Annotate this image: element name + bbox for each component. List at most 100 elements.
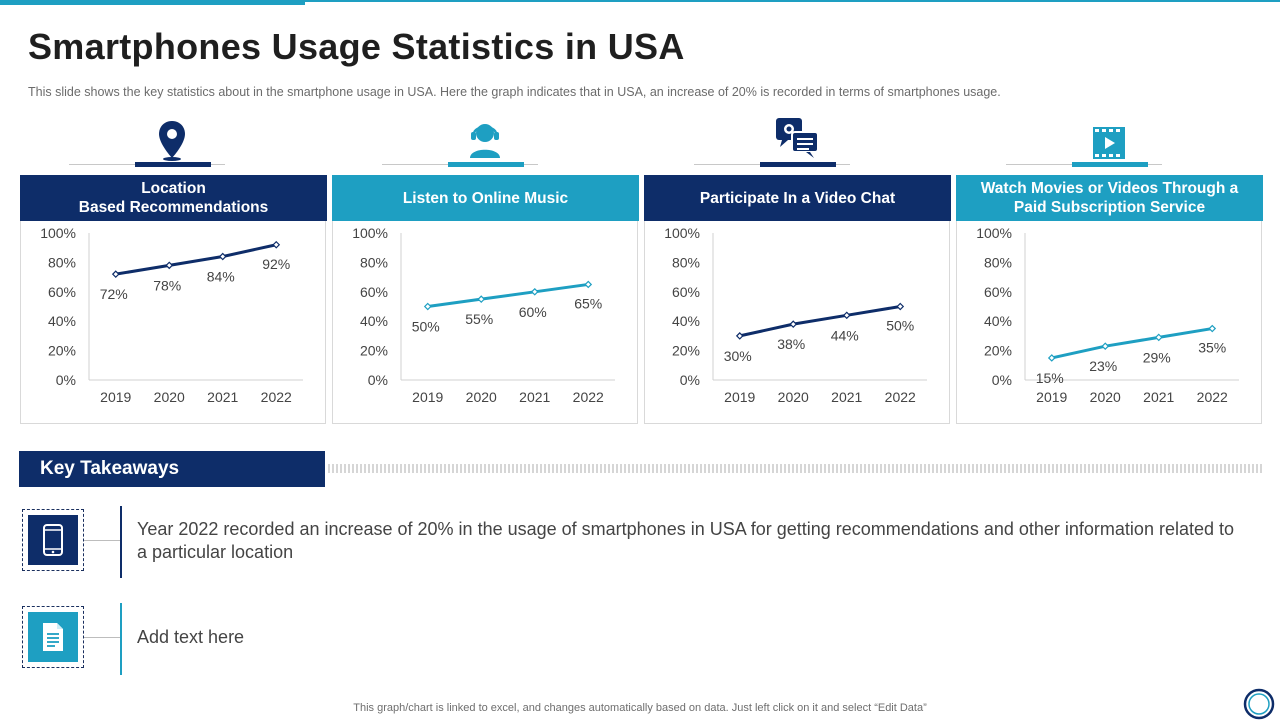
data-point bbox=[1154, 333, 1163, 342]
data-point bbox=[584, 280, 593, 289]
data-label: 15% bbox=[1036, 370, 1064, 386]
y-tick-label: 100% bbox=[664, 225, 700, 241]
y-tick-label: 60% bbox=[672, 284, 700, 300]
data-point bbox=[896, 302, 905, 311]
x-tick-label: 2019 bbox=[412, 389, 443, 405]
line-chart-location: 0% 20% 40% 60% 80% 100% 2019 2020 2021 2022 72% 78%… bbox=[40, 225, 303, 405]
line-chart-video-chat: 0% 20% 40% 60% 80% 100% 2019 2020 2021 2022 30% 38%… bbox=[664, 225, 927, 405]
data-point bbox=[477, 295, 486, 303]
chat-bubbles-icon bbox=[776, 118, 819, 158]
brand-logo-icon bbox=[1243, 688, 1275, 720]
y-tick-label: 0% bbox=[56, 372, 76, 388]
data-label: 72% bbox=[100, 286, 128, 302]
page-title: Smartphones Usage Statistics in USA bbox=[28, 26, 685, 67]
y-tick-label: 20% bbox=[984, 343, 1012, 359]
data-label: 50% bbox=[412, 319, 440, 335]
chart-header-line2: Paid Subscription Service bbox=[1013, 199, 1206, 216]
x-tick-label: 2022 bbox=[261, 389, 292, 405]
key-takeaways-heading: Key Takeaways bbox=[19, 451, 325, 487]
y-tick-label: 80% bbox=[984, 254, 1012, 270]
document-icon bbox=[43, 623, 63, 651]
y-tick-label: 40% bbox=[360, 313, 388, 329]
x-tick-label: 2019 bbox=[1036, 389, 1067, 405]
data-point bbox=[423, 302, 432, 311]
data-point bbox=[735, 332, 744, 340]
x-tick-label: 2020 bbox=[778, 389, 809, 405]
data-point bbox=[165, 261, 174, 270]
data-label: 50% bbox=[886, 318, 914, 334]
data-point bbox=[789, 320, 798, 328]
page-subtitle: This slide shows the key statistics abou… bbox=[28, 85, 1001, 99]
data-point bbox=[272, 240, 281, 249]
takeaway-text-2: Add text here bbox=[137, 627, 245, 647]
chart-header-movies: Watch Movies or Videos Through a Paid Sub… bbox=[956, 175, 1263, 221]
headset-user-icon bbox=[470, 124, 500, 158]
data-label: 38% bbox=[777, 336, 805, 352]
series-line bbox=[427, 282, 589, 308]
y-tick-label: 40% bbox=[984, 313, 1012, 329]
chart-header-line1: Participate In a Video Chat bbox=[699, 189, 896, 207]
x-tick-label: 2022 bbox=[1197, 389, 1228, 405]
chart-header-line1: Listen to Online Music bbox=[402, 189, 569, 207]
divider-stripes bbox=[328, 464, 1264, 473]
y-tick-label: 20% bbox=[360, 343, 388, 359]
icon-block-music bbox=[332, 112, 588, 170]
chart-panel-video-chat: Participate In a Video Chat 0% 20% 40% 60% 8… bbox=[644, 175, 951, 424]
y-tick-label: 40% bbox=[672, 313, 700, 329]
smartphone-icon bbox=[43, 524, 63, 556]
y-tick-label: 100% bbox=[976, 225, 1012, 241]
y-tick-label: 40% bbox=[48, 313, 76, 329]
x-tick-label: 2022 bbox=[885, 389, 916, 405]
data-label: 84% bbox=[207, 269, 235, 285]
top-accent-bar bbox=[0, 0, 305, 5]
footer-note: This graph/chart is linked to excel, and… bbox=[353, 702, 927, 714]
data-point bbox=[530, 287, 539, 296]
series-line bbox=[115, 243, 277, 276]
data-label: 35% bbox=[1198, 340, 1226, 356]
takeaway-accent-bar-2 bbox=[120, 603, 122, 675]
x-tick-label: 2019 bbox=[100, 389, 131, 405]
icon-block-location bbox=[19, 112, 275, 170]
x-tick-label: 2021 bbox=[1143, 389, 1174, 405]
series-line bbox=[739, 305, 901, 338]
chart-header-line2: Based Recommendations bbox=[78, 199, 269, 216]
takeaway-connector-2 bbox=[84, 637, 120, 638]
y-tick-label: 80% bbox=[672, 254, 700, 270]
data-label: 29% bbox=[1143, 349, 1171, 365]
data-label: 44% bbox=[831, 327, 859, 343]
line-chart-movies: 0% 20% 40% 60% 80% 100% 2019 2020 2021 2022 15% 23%… bbox=[976, 225, 1239, 405]
y-tick-label: 80% bbox=[48, 254, 76, 270]
y-tick-label: 0% bbox=[368, 372, 388, 388]
icon-block-movies bbox=[956, 112, 1212, 170]
x-tick-label: 2020 bbox=[154, 389, 185, 405]
y-tick-label: 100% bbox=[40, 225, 76, 241]
video-play-icon bbox=[1093, 127, 1125, 159]
y-tick-label: 60% bbox=[48, 284, 76, 300]
takeaway-text-1: Year 2022 recorded an increase of 20% in… bbox=[137, 519, 1235, 562]
x-tick-label: 2021 bbox=[831, 389, 862, 405]
data-label: 78% bbox=[153, 277, 181, 293]
data-label: 55% bbox=[465, 311, 493, 327]
chart-header-video-chat: Participate In a Video Chat bbox=[644, 175, 951, 221]
y-tick-label: 100% bbox=[352, 225, 388, 241]
x-tick-label: 2021 bbox=[207, 389, 238, 405]
takeaway-icon-frame-1 bbox=[22, 509, 84, 571]
y-tick-label: 0% bbox=[680, 372, 700, 388]
y-tick-label: 60% bbox=[360, 284, 388, 300]
x-tick-label: 2022 bbox=[573, 389, 604, 405]
chart-panel-movies: Watch Movies or Videos Through a Paid Sub… bbox=[956, 175, 1263, 424]
data-point bbox=[218, 252, 227, 261]
data-point bbox=[1047, 354, 1056, 362]
data-label: 60% bbox=[519, 304, 547, 320]
y-tick-label: 60% bbox=[984, 284, 1012, 300]
data-point bbox=[842, 311, 851, 320]
x-tick-label: 2020 bbox=[466, 389, 497, 405]
data-label: 65% bbox=[574, 295, 602, 311]
chart-header-location: Location Based Recommendations bbox=[20, 175, 327, 221]
x-tick-label: 2019 bbox=[724, 389, 755, 405]
data-label: 92% bbox=[262, 256, 290, 272]
takeaway-connector-1 bbox=[84, 540, 120, 541]
chart-header-line1: Location bbox=[141, 180, 206, 197]
y-tick-label: 20% bbox=[672, 343, 700, 359]
data-point bbox=[111, 270, 120, 279]
